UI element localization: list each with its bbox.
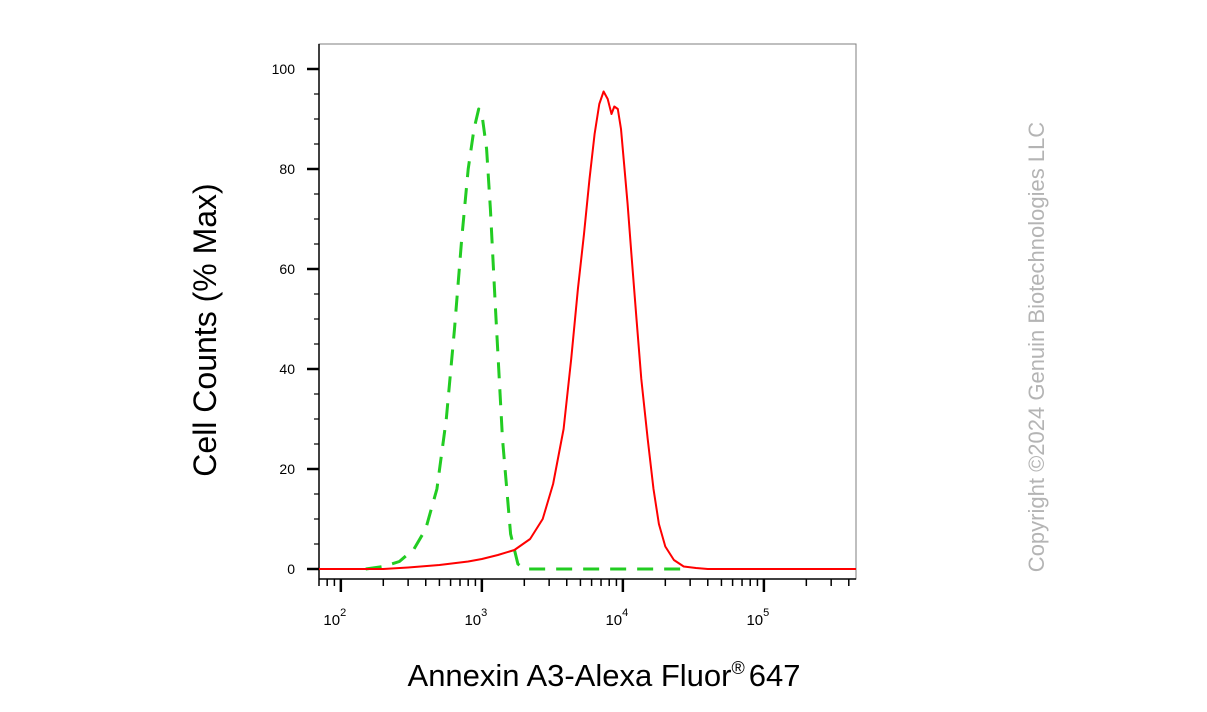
x-tick-base: 10 xyxy=(746,612,763,629)
x-tick-label: 103 xyxy=(464,607,487,629)
x-tick-label: 104 xyxy=(605,607,628,629)
x-tick-base: 10 xyxy=(323,612,340,629)
x-tick-base: 10 xyxy=(464,612,481,629)
y-tick-label: 0 xyxy=(287,561,295,577)
histogram-series xyxy=(319,90,856,571)
x-tick-base: 10 xyxy=(605,612,622,629)
x-axis-label-suffix: 647 xyxy=(749,658,801,693)
x-tick-exponent: 2 xyxy=(340,607,346,619)
x-tick-label: 105 xyxy=(746,607,769,629)
y-tick-label: 40 xyxy=(279,361,295,377)
y-tick-label: 20 xyxy=(279,461,295,477)
y-tick-label: 100 xyxy=(272,61,296,77)
series-1-line xyxy=(319,90,856,570)
plot-frame xyxy=(318,43,857,580)
x-tick-label: 102 xyxy=(323,607,346,629)
x-axis-label-superscript: ® xyxy=(731,658,744,678)
y-tick-label: 60 xyxy=(279,261,295,277)
x-axis-ticks: 102 103 104 105 xyxy=(318,579,850,629)
y-axis-ticks: 0 20 40 60 80 100 xyxy=(272,61,319,577)
x-axis-label-main: Annexin A3-Alexa Fluor xyxy=(408,658,732,693)
x-tick-exponent: 4 xyxy=(622,607,628,619)
y-axis-label: Cell Counts (% Max) xyxy=(187,183,223,476)
x-axis-label: Annexin A3-Alexa Fluor® 647 xyxy=(408,658,801,693)
x-tick-exponent: 3 xyxy=(481,607,487,619)
x-tick-exponent: 5 xyxy=(763,607,769,619)
y-tick-label: 80 xyxy=(279,161,295,177)
copyright-watermark: Copyright ©2024 Genuin Biotechnologies L… xyxy=(1024,122,1049,573)
series-0-line xyxy=(365,107,691,571)
